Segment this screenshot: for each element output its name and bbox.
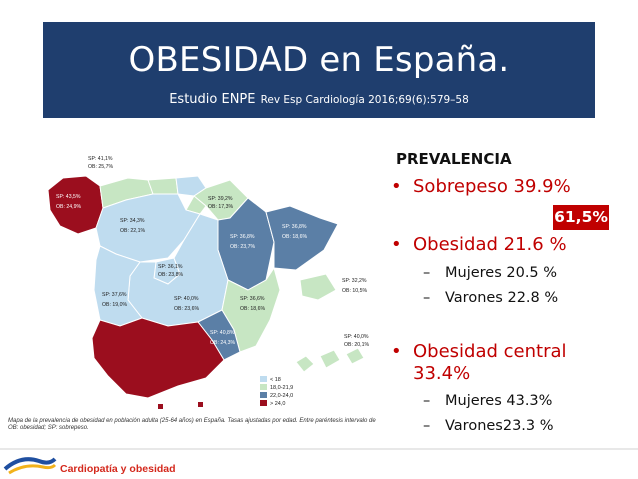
map-label-baleares: SP: 32,2% OB: 10,5% xyxy=(342,278,367,294)
label-valencia-sp: SP: 36,6% xyxy=(240,296,265,302)
map-label-castilla-leon: SP: 34,3% OB: 22,1% xyxy=(120,218,145,234)
map-label-madrid: SP: 36,1% OB: 23,8% xyxy=(158,264,183,278)
label-aragon-ob: OB: 23,7% xyxy=(230,244,255,250)
label-aragon-sp: SP: 36,8% xyxy=(230,234,255,240)
map-label-asturias: SP: 41,1% OB: 25,7% xyxy=(88,156,113,170)
label-navarra-ob: OB: 17,3% xyxy=(208,204,233,210)
label-clm-ob: OB: 23,6% xyxy=(174,306,199,312)
map-label-clm: SP: 40,0% OB: 23,6% xyxy=(174,296,199,312)
combined-prevalence-badge: 61,5% xyxy=(553,205,609,230)
bullet-sobrepeso: • Sobrepeso 39.9% xyxy=(391,176,571,198)
map-label-murcia: SP: 40,8% OB: 24,3% xyxy=(210,330,235,346)
region-valencia xyxy=(221,266,281,353)
map-label-navarra: SP: 39,2% OB: 17,3% xyxy=(208,196,233,210)
society-logo-icon xyxy=(3,451,57,479)
region-melilla xyxy=(198,402,203,407)
map-label-galicia: SP: 43,5% OB: 24,9% xyxy=(56,194,81,210)
label-baleares-ob: OB: 10,5% xyxy=(342,288,367,294)
slide-subtitle: Estudio ENPE Rev Esp Cardiología 2016;69… xyxy=(43,88,595,107)
legend-swatch-2 xyxy=(260,384,267,390)
legend-label-4: > 24,0 xyxy=(270,401,285,407)
legend-label-2: 18,0-21,9 xyxy=(270,385,293,391)
obesidad-central-value: 33.4% xyxy=(413,363,471,384)
obesidad-mujeres-text: Mujeres 20.5 % xyxy=(445,265,558,281)
prevalence-heading: PREVALENCIA xyxy=(396,150,512,168)
region-canarias-2 xyxy=(319,349,341,369)
label-asturias-sp: SP: 41,1% xyxy=(88,156,113,162)
label-asturias-ob: OB: 25,7% xyxy=(88,164,113,170)
map-label-aragon: SP: 36,8% OB: 23,7% xyxy=(230,234,255,250)
region-baleares xyxy=(299,273,337,301)
map-legend: < 18 18,0-21,9 22,0-24,0 > 24,0 xyxy=(260,376,293,407)
bullet-dot: • xyxy=(391,176,402,197)
bullet-dot: • xyxy=(391,341,402,362)
label-cataluna-ob: OB: 18,6% xyxy=(282,234,307,240)
region-ceuta xyxy=(158,404,163,409)
footer-divider xyxy=(0,448,638,450)
sobrepeso-text: Sobrepeso 39.9% xyxy=(413,176,571,197)
legend-swatch-3 xyxy=(260,392,267,398)
label-valencia-ob: OB: 18,6% xyxy=(240,306,265,312)
map-label-canarias: SP: 40,0% OB: 20,1% xyxy=(344,334,369,348)
footer-label: Cardiopatía y obesidad xyxy=(60,463,176,475)
legend-label-3: 22,0-24,0 xyxy=(270,393,293,399)
legend-swatch-1 xyxy=(260,376,267,382)
sub-dash: – xyxy=(423,393,431,409)
legend-swatch-4 xyxy=(260,400,267,406)
sub-dash: – xyxy=(423,418,431,434)
subtitle-reference: Rev Esp Cardiología 2016;69(6):579–58 xyxy=(260,94,469,106)
spain-obesity-map: SP: 43,5% OB: 24,9% SP: 41,1% OB: 25,7% … xyxy=(8,150,392,420)
map-label-extremadura: SP: 37,6% OB: 19,0% xyxy=(102,292,127,308)
sub-dash: – xyxy=(423,265,431,281)
label-clm-sp: SP: 40,0% xyxy=(174,296,199,302)
map-svg: SP: 43,5% OB: 24,9% SP: 41,1% OB: 25,7% … xyxy=(47,156,369,409)
label-cyl-ob: OB: 22,1% xyxy=(120,228,145,234)
subtitle-study: Estudio ENPE xyxy=(169,92,256,107)
label-canarias-ob: OB: 20,1% xyxy=(344,342,369,348)
map-label-cataluna: SP: 36,8% OB: 18,6% xyxy=(282,224,307,240)
region-cataluna xyxy=(265,205,339,271)
legend-label-1: < 18 xyxy=(270,377,281,383)
central-mujeres-text: Mujeres 43.3% xyxy=(445,393,553,409)
label-murcia-ob: OB: 24,3% xyxy=(210,340,235,346)
central-mujeres: – Mujeres 43.3% xyxy=(423,393,552,409)
label-madrid-ob: OB: 23,8% xyxy=(158,272,183,278)
obesidad-varones-text: Varones 22.8 % xyxy=(445,290,559,306)
label-cyl-sp: SP: 34,3% xyxy=(120,218,145,224)
label-baleares-sp: SP: 32,2% xyxy=(342,278,367,284)
obesidad-central-text: Obesidad central xyxy=(413,341,567,362)
map-label-valencia: SP: 36,6% OB: 18,6% xyxy=(240,296,265,312)
label-galicia-sp: SP: 43,5% xyxy=(56,194,81,200)
label-extremadura-ob: OB: 19,0% xyxy=(102,302,127,308)
map-caption-line1: Mapa de la prevalencia de obesidad en po… xyxy=(8,418,376,424)
sub-dash: – xyxy=(423,290,431,306)
label-extremadura-sp: SP: 37,6% xyxy=(102,292,127,298)
central-varones-text: Varones23.3 % xyxy=(445,418,554,434)
central-varones: – Varones23.3 % xyxy=(423,418,554,434)
obesidad-text: Obesidad 21.6 % xyxy=(413,234,567,255)
label-murcia-sp: SP: 40,8% xyxy=(210,330,235,336)
map-caption-line2: OB: obesidad; SP: sobrepeso. xyxy=(8,425,89,431)
label-canarias-sp: SP: 40,0% xyxy=(344,334,369,340)
title-banner: OBESIDAD en España. Estudio ENPE Rev Esp… xyxy=(43,22,595,118)
bullet-dot: • xyxy=(391,234,402,255)
obesidad-mujeres: – Mujeres 20.5 % xyxy=(423,265,557,281)
slide-title: OBESIDAD en España. xyxy=(128,40,510,80)
bullet-obesidad: • Obesidad 21.6 % xyxy=(391,234,567,256)
map-caption: Mapa de la prevalencia de obesidad en po… xyxy=(8,418,392,432)
region-canarias-3 xyxy=(345,347,365,365)
label-madrid-sp: SP: 36,1% xyxy=(158,264,183,270)
region-cantabria xyxy=(147,177,179,195)
bullet-obesidad-central: • Obesidad central xyxy=(391,341,567,363)
region-andalucia xyxy=(91,317,225,399)
label-navarra-sp: SP: 39,2% xyxy=(208,196,233,202)
region-canarias xyxy=(295,355,315,373)
label-cataluna-sp: SP: 36,8% xyxy=(282,224,307,230)
label-galicia-ob: OB: 24,9% xyxy=(56,204,81,210)
obesidad-varones: – Varones 22.8 % xyxy=(423,290,558,306)
